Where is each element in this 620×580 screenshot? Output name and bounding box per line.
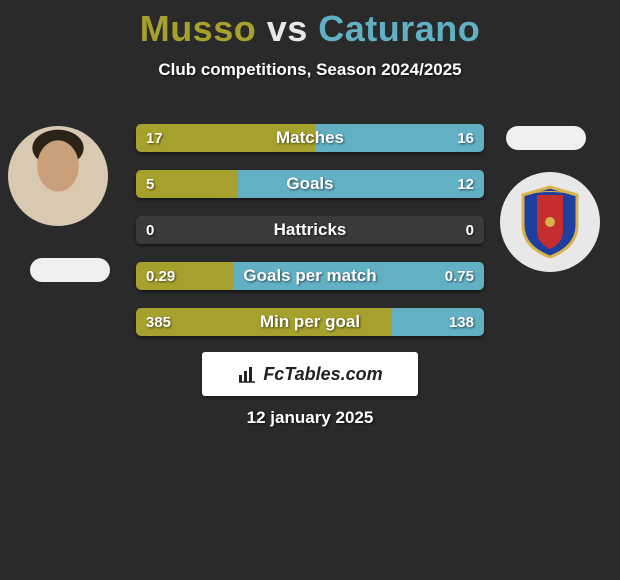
- stat-row: Goals per match0.290.75: [136, 262, 484, 290]
- player-left-photo: [8, 126, 108, 226]
- stat-row: Hattricks0 0: [136, 216, 484, 244]
- player-left-club-pill: [30, 258, 110, 282]
- bar-right-fill: [392, 308, 484, 336]
- title-right: Caturano: [318, 8, 480, 49]
- comparison-title: Musso vs Caturano: [0, 0, 620, 50]
- title-vs: vs: [256, 8, 318, 49]
- brand-box: FcTables.com: [202, 352, 418, 396]
- bar-left-fill: [136, 308, 392, 336]
- stat-row: Matches1716: [136, 124, 484, 152]
- bar-right-fill: [238, 170, 484, 198]
- bar-left-fill: [136, 262, 233, 290]
- bar-left-fill: [136, 124, 315, 152]
- player-left-avatar: [8, 126, 108, 226]
- subtitle: Club competitions, Season 2024/2025: [0, 60, 620, 80]
- player-right-avatar: [500, 172, 600, 272]
- stat-val-right: 0: [466, 216, 474, 244]
- stat-label: Hattricks: [136, 216, 484, 244]
- title-left: Musso: [140, 8, 257, 49]
- date-text: 12 january 2025: [0, 408, 620, 428]
- bar-left-fill: [136, 170, 238, 198]
- player-right-club-pill: [506, 126, 586, 150]
- stat-row: Goals512: [136, 170, 484, 198]
- brand-text: FcTables.com: [263, 364, 382, 385]
- potenza-crest-icon: [519, 185, 581, 259]
- stat-val-left: 0: [146, 216, 154, 244]
- stat-row: Min per goal385138: [136, 308, 484, 336]
- bar-chart-icon: [237, 364, 257, 384]
- bar-right-fill: [233, 262, 484, 290]
- player-right-crest-wrap: [500, 172, 600, 272]
- bar-right-fill: [315, 124, 484, 152]
- stat-bars: Matches1716 Goals512 Hattricks0 0 Goals per …: [136, 124, 484, 354]
